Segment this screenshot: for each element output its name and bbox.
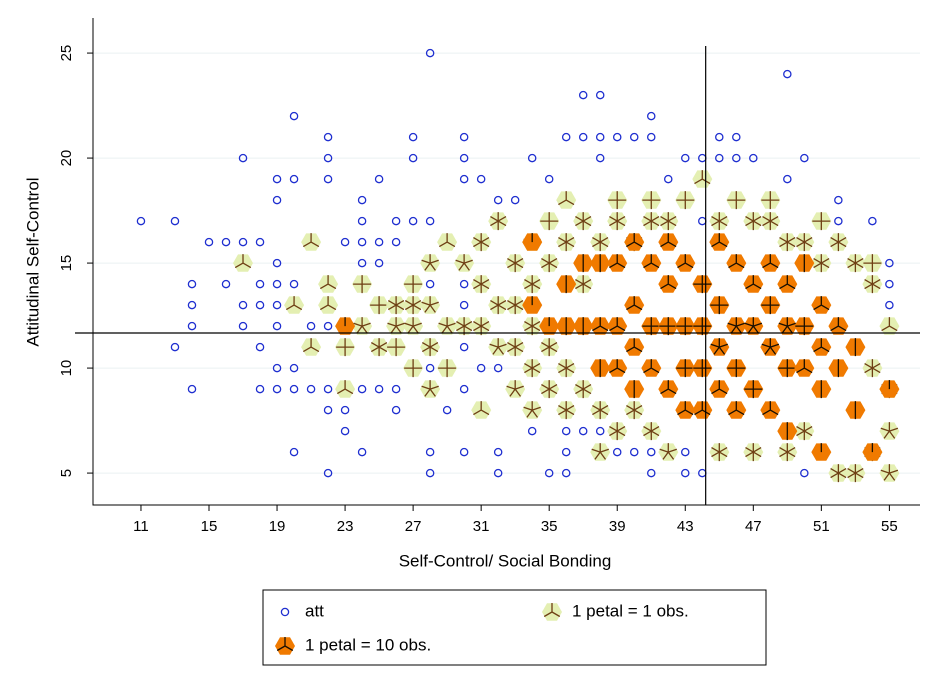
x-tick-label: 27 bbox=[405, 518, 422, 535]
x-axis-title: Self-Control/ Social Bonding bbox=[399, 551, 612, 570]
x-tick-label: 31 bbox=[473, 518, 490, 535]
y-tick-label: 5 bbox=[58, 469, 75, 477]
y-tick-label: 25 bbox=[58, 45, 75, 62]
y-tick-label: 20 bbox=[58, 150, 75, 167]
x-tick-label: 47 bbox=[745, 518, 762, 535]
legend-label: att bbox=[305, 601, 324, 620]
x-tick-label: 11 bbox=[133, 518, 149, 535]
x-tick-label: 23 bbox=[337, 518, 354, 535]
x-tick-label: 55 bbox=[881, 518, 898, 535]
x-tick-label: 51 bbox=[813, 518, 830, 535]
x-tick-label: 35 bbox=[541, 518, 558, 535]
legend-label: 1 petal = 1 obs. bbox=[572, 601, 689, 620]
y-axis-title: Attitudinal Self-Control bbox=[23, 177, 42, 346]
y-tick-label: 15 bbox=[58, 255, 75, 272]
x-tick-label: 19 bbox=[269, 518, 286, 535]
x-tick-label: 39 bbox=[609, 518, 626, 535]
legend-label: 1 petal = 10 obs. bbox=[305, 635, 431, 654]
x-tick-label: 43 bbox=[677, 518, 694, 535]
x-tick-label: 15 bbox=[201, 518, 218, 535]
y-tick-label: 10 bbox=[58, 360, 75, 377]
